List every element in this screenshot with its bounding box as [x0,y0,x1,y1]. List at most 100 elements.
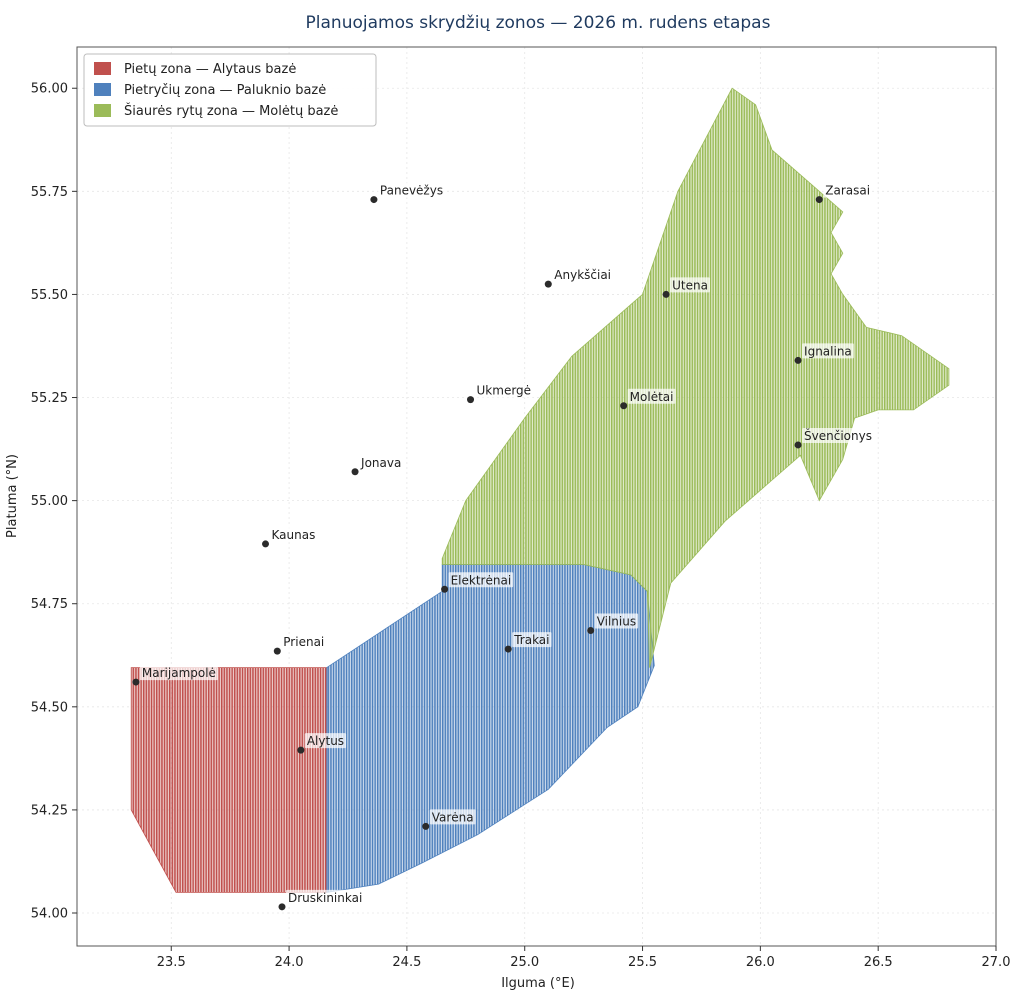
city-dot [467,396,475,404]
city-dot [504,645,512,653]
city-marker: Trakai [504,632,552,653]
city-dot [815,196,823,204]
city-label-bg [552,267,614,283]
city-label: Panevėžys [380,184,443,198]
x-tick-label: 25.5 [628,955,657,970]
y-axis-label: Platuma (°N) [5,454,20,538]
city-label: Jonava [360,456,401,470]
city-label-bg [281,634,327,650]
legend-swatch [94,104,111,117]
y-axis-ticks: 54.00 54.25 54.50 54.75 55.00 55.25 55.50 55.75… [31,82,77,922]
city-label: Švenčionys [804,428,872,443]
legend-swatch [94,83,111,96]
legend-box [83,53,377,127]
city-marker: Anykščiai [544,267,614,288]
city-dot [297,746,305,754]
city-dot [662,290,670,298]
city-dot [132,678,140,686]
city-label-bg [594,613,639,629]
city-marker: Panevėžys [370,182,446,204]
y-tick-label: 56.00 [31,82,68,97]
city-label-bg [823,182,873,198]
city-label-bg [429,809,476,825]
city-label: Marijampolė [142,666,216,680]
city-dot [794,441,802,449]
city-label: Elektrėnai [451,573,512,587]
city-label: Varėna [432,810,474,824]
zone-hatch [130,667,328,893]
y-tick-label: 54.25 [31,803,68,818]
legend-label: Pietų zona — Alytaus bazė [124,62,296,77]
x-tick-label: 23.5 [157,955,186,970]
city-label-bg [139,665,218,681]
city-label-bg [512,632,552,648]
city-marker: Elektrėnai [441,572,514,593]
y-tick-label: 54.50 [31,700,68,715]
plot-frame [76,46,997,947]
x-tick-label: 27.0 [982,955,1011,970]
city-label: Druskininkai [288,891,362,905]
x-tick-label: 25.0 [510,955,539,970]
y-tick-label: 55.50 [31,288,68,303]
city-dot [620,402,628,410]
city-dot [794,356,802,364]
y-tick-label: 54.00 [31,907,68,922]
city-label: Molėtai [630,390,674,404]
x-tick-label: 26.0 [746,955,775,970]
city-dot [544,280,552,288]
city-label: Utena [672,278,708,292]
city-marker: Zarasai [815,182,873,204]
city-label-bg [448,572,514,588]
x-axis-label: Ilguma (°E) [501,976,575,991]
x-tick-label: 24.5 [392,955,421,970]
city-label: Vilnius [597,615,636,629]
city-label: Anykščiai [554,268,611,282]
y-tick-label: 55.75 [31,185,68,200]
city-marker: Kaunas [262,526,318,548]
city-label: Alytus [307,734,344,748]
city-marker: Ignalina [794,343,854,364]
city-dot [441,585,449,593]
city-dot [422,822,430,830]
city-label-bg [377,182,446,198]
zone-2 [326,564,655,893]
cities-layer: Panevėžys Zarasai Anykščiai Utena Ignalina Uk… [132,182,875,911]
city-marker: Alytus [297,733,347,754]
city-marker: Prienai [273,634,327,655]
city-marker: Druskininkai [278,889,365,911]
city-label-bg [474,382,534,398]
legend-swatch [94,62,111,75]
city-label-bg [304,733,347,749]
x-axis-ticks: 23.5 24.0 24.5 25.0 25.5 26.0 26.5 27.0 [157,946,1011,970]
city-marker: Vilnius [587,613,639,635]
city-dot [273,647,281,655]
city-dot [278,903,286,911]
y-tick-label: 55.25 [31,391,68,406]
city-label-bg [627,388,676,404]
y-tick-label: 54.75 [31,597,68,612]
legend-label: Šiaurės rytų zona — Molėtų bazė [124,103,338,119]
x-tick-label: 24.0 [275,955,304,970]
zones-layer [130,87,950,893]
city-label: Ukmergė [477,384,532,398]
y-tick-label: 55.00 [31,494,68,509]
city-dot [351,468,359,476]
city-label: Zarasai [825,184,870,198]
legend-item: Pietų zona — Alytaus bazė [94,62,296,77]
legend-item: Pietryčių zona — Paluknio bazė [94,83,326,98]
city-marker: Varėna [422,809,476,830]
x-tick-label: 26.5 [864,955,893,970]
city-label-bg [802,427,875,443]
city-dot [262,540,270,548]
city-label: Ignalina [804,344,852,358]
city-marker: Švenčionys [794,427,875,449]
legend-item: Šiaurės rytų zona — Molėtų bazė [94,103,338,119]
city-label: Trakai [513,633,549,647]
city-marker: Utena [662,277,710,298]
city-marker: Marijampolė [132,665,218,686]
city-label-bg [670,277,710,293]
city-label-bg [286,889,365,905]
legend-label: Pietryčių zona — Paluknio bazė [124,83,326,98]
city-label: Kaunas [272,528,316,542]
